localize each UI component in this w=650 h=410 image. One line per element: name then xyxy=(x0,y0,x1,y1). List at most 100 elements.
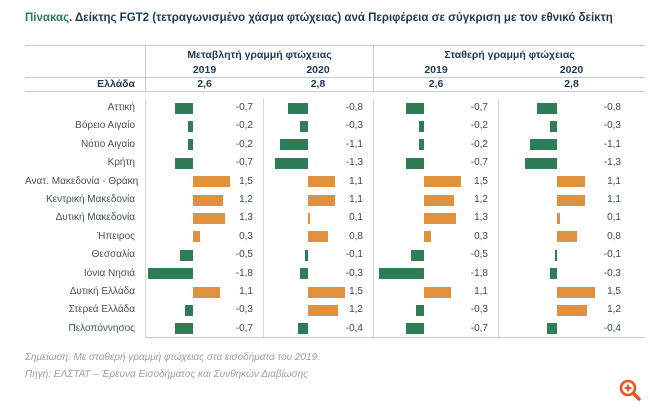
region-label: Βόρειο Αιγαίο xyxy=(75,120,135,132)
negative-bar xyxy=(175,157,193,169)
region-row: Βόρειο Αιγαίο -0,2 -0,3 -0,2 -0,3 xyxy=(25,117,645,136)
bar-cell: 1,5 xyxy=(263,282,373,302)
bar-value: -0,3 xyxy=(345,120,363,132)
bar-value: 0,1 xyxy=(349,212,363,224)
bar-cell: 1,2 xyxy=(263,301,373,320)
zoom-in-magnifier-icon[interactable] xyxy=(617,377,643,403)
negative-bar xyxy=(524,157,558,169)
year-header-var-2019: 2019 xyxy=(145,63,263,77)
bar-cell: 1,3 xyxy=(145,209,263,228)
bar-value: -0,1 xyxy=(345,249,363,261)
national-label: Ελλάδα xyxy=(97,78,135,90)
bar-cell: -0,7 xyxy=(373,99,498,118)
bar-cell: -0,3 xyxy=(145,301,263,320)
positive-bar xyxy=(307,176,336,188)
bar-value: 1,5 xyxy=(607,285,621,297)
bar-cell: -0,3 xyxy=(498,117,645,136)
positive-bar xyxy=(192,194,223,206)
negative-bar xyxy=(280,139,308,151)
bar-value: 1,3 xyxy=(474,212,488,224)
bar-cell: 1,2 xyxy=(498,301,645,320)
bar-cell: -0,1 xyxy=(498,246,645,265)
bar-value: 1,5 xyxy=(349,285,363,297)
negative-bar xyxy=(147,268,193,280)
bar-cell: 1,2 xyxy=(373,190,498,210)
negative-bar xyxy=(406,323,424,335)
bar-cell: 0,3 xyxy=(373,227,498,247)
region-label: Δυτική Μακεδονία xyxy=(55,212,135,224)
positive-bar xyxy=(192,231,201,243)
positive-bar xyxy=(192,286,221,298)
region-label: Νότιο Αιγαίο xyxy=(80,138,135,150)
fgt2-table: Μεταβλητή γραμμή φτώχειας Σταθερή γραμμή… xyxy=(25,45,645,339)
negative-bar xyxy=(185,304,193,316)
negative-bar xyxy=(549,120,558,132)
bar-value: 1,1 xyxy=(239,285,253,297)
bar-value: -0,7 xyxy=(235,322,253,334)
bar-value: 1,1 xyxy=(607,193,621,205)
negative-bar xyxy=(549,268,558,280)
bar-cell: 1,5 xyxy=(498,282,645,302)
region-label: Αττική xyxy=(107,102,135,113)
region-bar-chart: Αττική -0,7 -0,8 -0,7 -0,8 Βόρειο Αιγαίο -0,2 -… xyxy=(25,92,645,339)
negative-bar xyxy=(418,139,424,151)
bar-cell: -0,3 xyxy=(373,301,498,320)
positive-bar xyxy=(557,212,560,224)
bar-value: -0,8 xyxy=(603,102,621,113)
bar-value: 0,1 xyxy=(607,212,621,224)
positive-bar xyxy=(557,194,585,206)
year-header-var-2020: 2020 xyxy=(306,64,330,76)
bar-value: -0,5 xyxy=(470,249,488,261)
positive-bar xyxy=(557,286,595,298)
region-row: Αττική -0,7 -0,8 -0,7 -0,8 xyxy=(25,99,645,118)
bar-cell: -0,2 xyxy=(145,117,263,136)
bar-value: -0,5 xyxy=(235,249,253,261)
bar-value: 1,5 xyxy=(474,175,488,187)
bar-cell: 1,1 xyxy=(145,282,263,302)
bar-cell: -0,5 xyxy=(145,246,263,265)
bar-value: 1,1 xyxy=(349,175,363,187)
bar-cell: -0,5 xyxy=(373,246,498,265)
bar-cell: -1,3 xyxy=(263,154,373,173)
bar-value: 0,8 xyxy=(607,230,621,242)
region-label: Κρήτη xyxy=(107,157,135,169)
positive-bar xyxy=(307,286,346,298)
bar-value: -0,3 xyxy=(603,267,621,279)
bar-cell: 1,3 xyxy=(373,209,498,228)
national-value-fix-2020: 2,8 xyxy=(564,78,579,90)
bar-value: 1,2 xyxy=(239,193,253,205)
year-header-fix-2019: 2019 xyxy=(373,63,498,77)
bar-cell: 0,1 xyxy=(263,209,373,228)
bar-cell: 0,8 xyxy=(498,227,645,247)
negative-bar xyxy=(175,102,193,114)
bar-value: -1,1 xyxy=(345,138,363,150)
bar-value: -0,3 xyxy=(235,304,253,316)
region-label: Δυτική Ελλάδα xyxy=(69,285,135,297)
bar-value: -0,2 xyxy=(470,138,488,150)
region-row: Δυτική Ελλάδα 1,1 1,5 1,1 1,5 xyxy=(25,282,645,302)
bar-cell: 1,1 xyxy=(498,190,645,210)
group-header-fixed: Σταθερή γραμμή φτώχειας xyxy=(373,46,645,64)
bar-cell: -0,7 xyxy=(145,154,263,173)
region-row: Νότιο Αιγαίο -0,2 -1,1 -0,2 -1,1 xyxy=(25,135,645,155)
region-label: Ανατ. Μακεδονία - Θράκη xyxy=(25,175,139,187)
negative-bar xyxy=(305,249,308,261)
negative-bar xyxy=(300,268,308,280)
bar-value: 1,1 xyxy=(607,175,621,187)
national-row: Ελλάδα 2,6 2,8 2,6 2,8 xyxy=(25,78,645,92)
bar-cell: -0,2 xyxy=(373,117,498,136)
region-row: Ανατ. Μακεδονία - Θράκη 1,5 1,1 1,5 1,1 xyxy=(25,172,645,191)
negative-bar xyxy=(547,323,558,335)
bar-cell: 1,1 xyxy=(263,172,373,191)
positive-bar xyxy=(423,176,462,188)
negative-bar xyxy=(175,323,193,335)
positive-bar xyxy=(307,304,338,316)
bar-value: -0,7 xyxy=(470,102,488,113)
negative-bar xyxy=(275,157,308,169)
bar-value: 1,1 xyxy=(349,193,363,205)
bar-value: -0,7 xyxy=(470,157,488,169)
negative-bar xyxy=(180,249,193,261)
bar-cell: -0,7 xyxy=(145,319,263,339)
group-header-variable: Μεταβλητή γραμμή φτώχειας xyxy=(145,46,373,64)
bar-value: 0,8 xyxy=(349,230,363,242)
